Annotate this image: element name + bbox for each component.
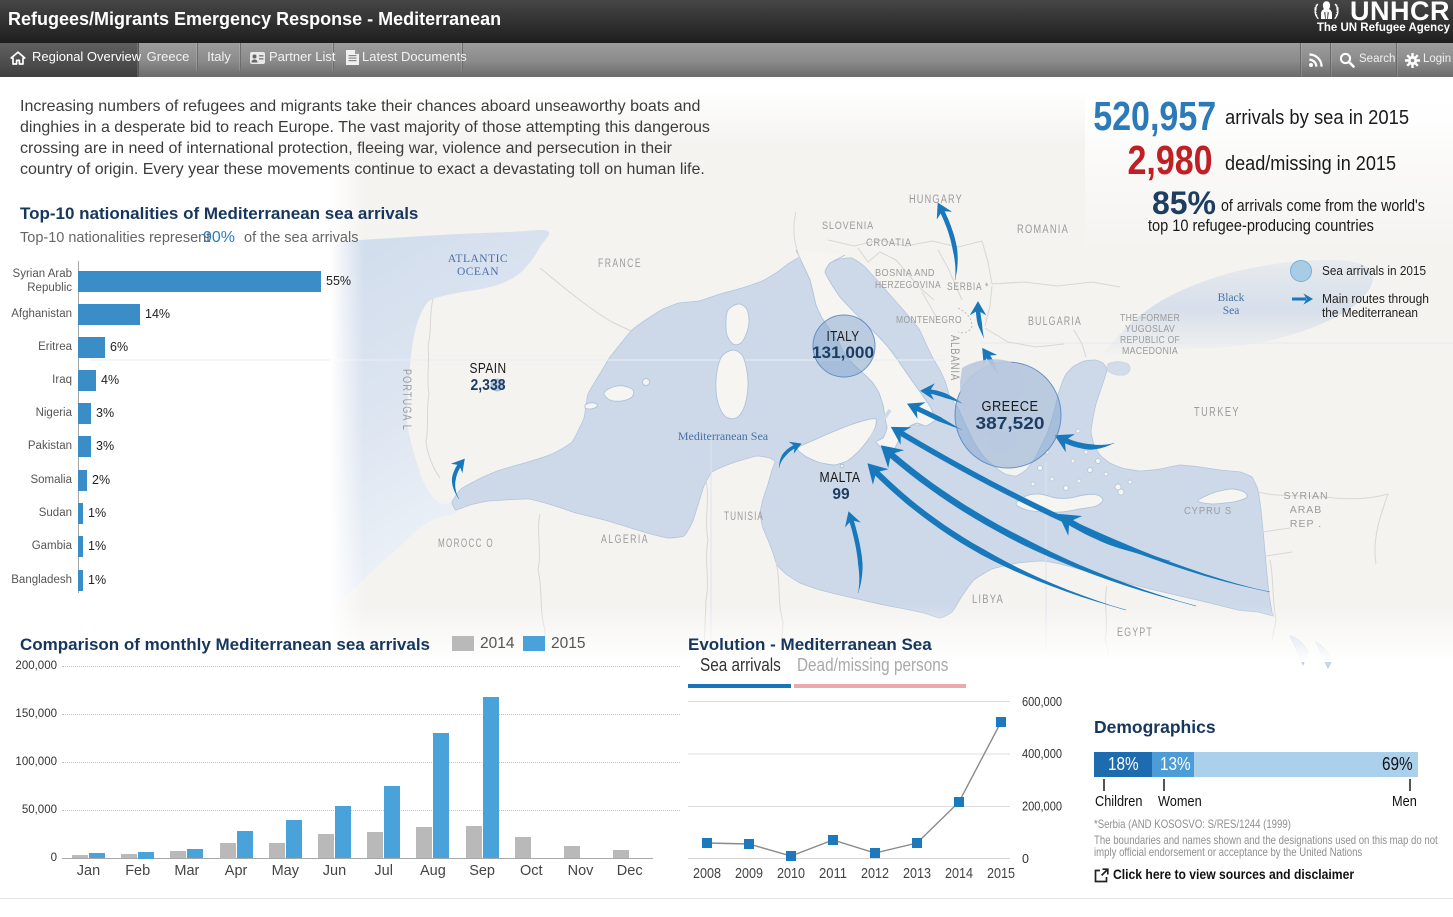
svg-text:YUGOSLAV: YUGOSLAV (1125, 324, 1175, 335)
svg-text:2,338: 2,338 (471, 377, 506, 394)
svg-text:2012: 2012 (861, 865, 889, 882)
svg-text:Main routes through: Main routes through (1322, 292, 1429, 306)
svg-text:ROMANIA: ROMANIA (1017, 224, 1069, 236)
svg-text:131,000: 131,000 (812, 344, 874, 362)
svg-text:FRANCE: FRANCE (598, 256, 642, 270)
svg-text:TUNISIA: TUNISIA (724, 511, 764, 523)
svg-text:BULGARIA: BULGARIA (1028, 316, 1082, 328)
svg-text:SERBIA *: SERBIA * (947, 281, 989, 293)
svg-text:2008: 2008 (693, 865, 721, 882)
svg-text:HUNGARY: HUNGARY (909, 194, 963, 206)
svg-text:GREECE: GREECE (982, 399, 1039, 415)
svg-text:MACEDONIA: MACEDONIA (1122, 346, 1178, 357)
svg-text:PORTUGA L: PORTUGA L (400, 369, 412, 431)
svg-text:200,000: 200,000 (1022, 800, 1062, 814)
svg-text:2014: 2014 (945, 865, 973, 882)
svg-text:MALTA: MALTA (820, 470, 861, 486)
svg-text:Mediterranean Sea: Mediterranean Sea (678, 429, 769, 443)
svg-text:ARAB: ARAB (1290, 504, 1323, 516)
svg-text:2011: 2011 (819, 865, 847, 882)
svg-text:TURKEY: TURKEY (1194, 405, 1240, 419)
svg-text:400,000: 400,000 (1022, 747, 1062, 761)
svg-text:Sea: Sea (1223, 305, 1240, 317)
svg-text:99: 99 (832, 486, 850, 503)
svg-text:SPAIN: SPAIN (470, 361, 507, 377)
svg-text:ITALY: ITALY (827, 329, 860, 345)
svg-text:2015: 2015 (987, 865, 1015, 882)
svg-text:ALBANIA: ALBANIA (948, 335, 960, 381)
svg-text:Black: Black (1218, 292, 1245, 304)
svg-text:CROATIA: CROATIA (866, 237, 912, 249)
svg-text:MONTENEGRO: MONTENEGRO (896, 314, 962, 326)
svg-text:387,520: 387,520 (976, 413, 1045, 433)
svg-text:OCEAN: OCEAN (457, 266, 499, 278)
svg-text:SLOVENIA: SLOVENIA (822, 220, 874, 232)
svg-text:BOSNIA AND: BOSNIA AND (875, 267, 935, 279)
svg-text:LIBYA: LIBYA (972, 594, 1004, 606)
svg-text:2013: 2013 (903, 865, 931, 882)
svg-text:CYPRU S: CYPRU S (1184, 505, 1232, 517)
svg-text:the Mediterranean: the Mediterranean (1322, 306, 1418, 320)
svg-text:2010: 2010 (777, 865, 805, 882)
svg-text:SYRIAN: SYRIAN (1283, 490, 1328, 502)
svg-text:REP .: REP . (1290, 518, 1322, 530)
svg-text:2009: 2009 (735, 865, 763, 882)
svg-text:REPUBLIC OF: REPUBLIC OF (1120, 335, 1180, 346)
svg-text:ALGERIA: ALGERIA (601, 532, 649, 546)
svg-text:EGYPT: EGYPT (1117, 627, 1153, 639)
svg-text:HERZEGOVINA: HERZEGOVINA (875, 279, 941, 291)
svg-text:Sea arrivals in 2015: Sea arrivals in 2015 (1322, 264, 1426, 278)
svg-text:0: 0 (1022, 852, 1029, 866)
svg-text:ATLANTIC: ATLANTIC (448, 253, 508, 265)
svg-text:THE FORMER: THE FORMER (1120, 313, 1180, 324)
svg-text:MOROCC O: MOROCC O (438, 536, 494, 550)
svg-text:600,000: 600,000 (1022, 695, 1062, 709)
